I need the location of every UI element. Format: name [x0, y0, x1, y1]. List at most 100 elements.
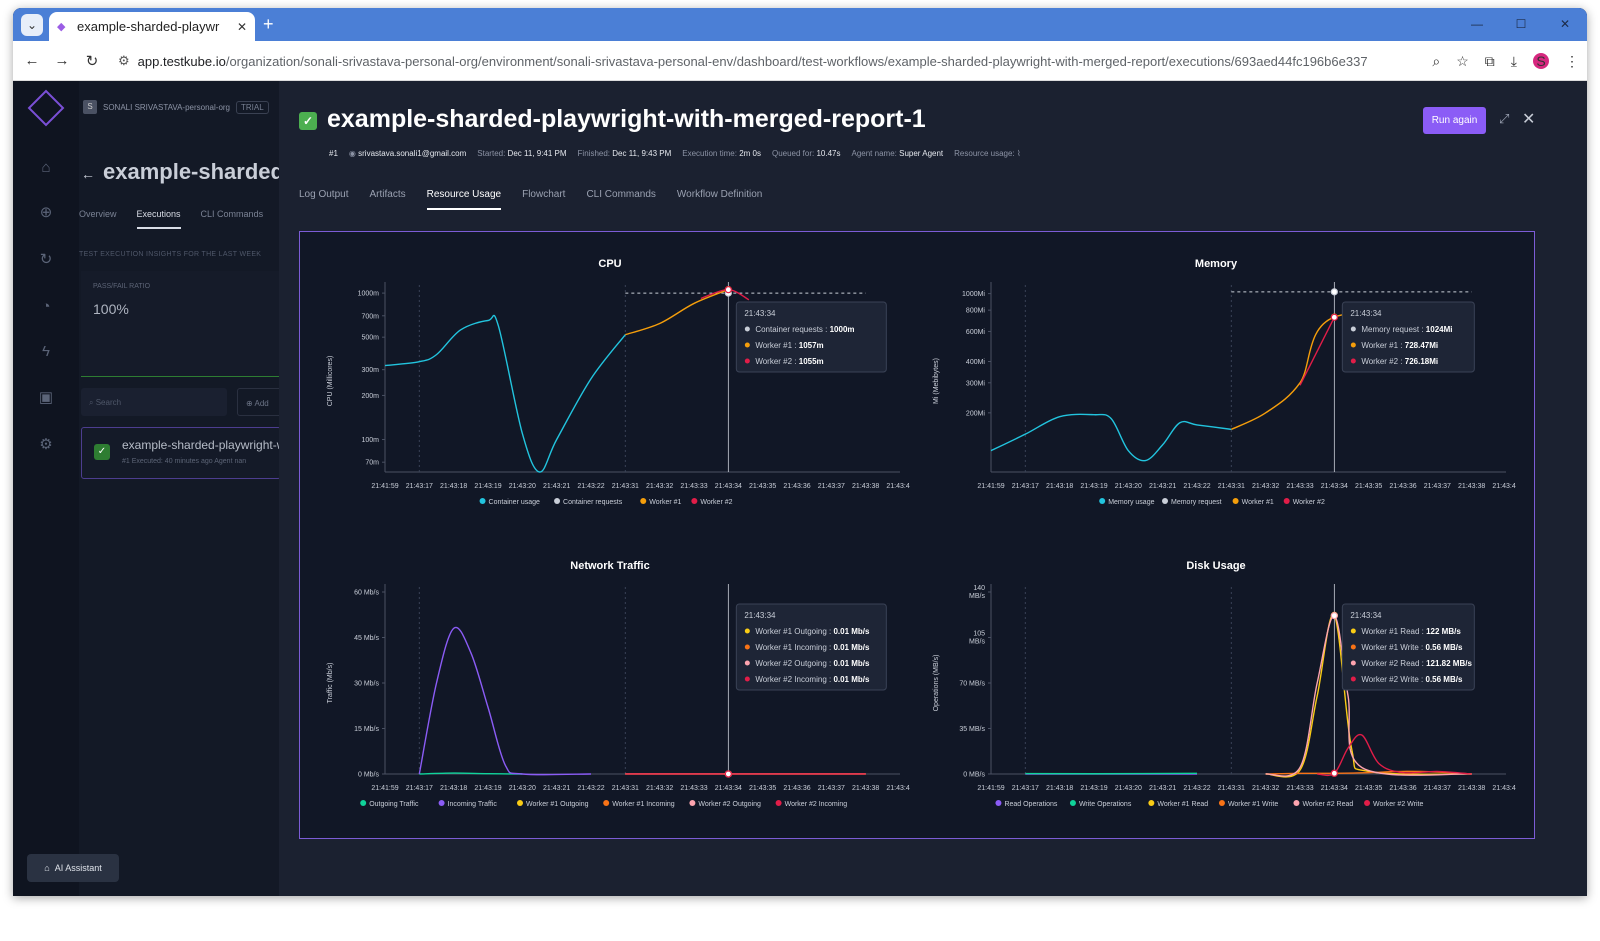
- close-window-icon[interactable]: ✕: [1559, 17, 1571, 31]
- y-tick-label: 1000m: [358, 291, 380, 298]
- execution-name: example-sharded-playwright-w: [122, 438, 286, 452]
- new-tab-icon[interactable]: +: [263, 14, 274, 34]
- home-icon[interactable]: ⌂: [41, 159, 51, 176]
- x-tick-label: 21:43:22: [1183, 483, 1210, 490]
- add-label: Add: [254, 399, 269, 408]
- tooltip-value: 122 MB/s: [1426, 627, 1461, 636]
- site-info-icon[interactable]: ⚙: [118, 53, 130, 68]
- test-workflows-icon[interactable]: ⊕: [39, 204, 53, 221]
- zoom-icon[interactable]: ⌕: [1432, 52, 1441, 69]
- legend-swatch-memory-request: [1162, 498, 1168, 504]
- tooltip-value: 0.56 MB/s: [1426, 643, 1463, 652]
- tab-resource-usage[interactable]: Resource Usage: [426, 189, 502, 210]
- tab-overview[interactable]: Overview: [79, 209, 117, 219]
- legend-item-worker-1: Worker #1: [1242, 499, 1274, 506]
- x-tick-label: 21:43:38: [852, 785, 879, 792]
- x-tick-label: 21:43:34: [1321, 785, 1348, 792]
- legend-swatch-worker-2: [691, 498, 698, 504]
- x-tick-label: 21:43:22: [577, 785, 604, 792]
- legend-swatch-read-operations: [995, 800, 1002, 806]
- y-tick-label: 600Mi: [966, 329, 986, 336]
- download-icon[interactable]: ⤓: [1510, 52, 1517, 69]
- hover-point: [1330, 769, 1338, 777]
- bookmark-star-icon[interactable]: ☆: [1456, 52, 1469, 69]
- tooltip-label: Memory request : 1024Mi: [1361, 325, 1452, 334]
- tooltip-time: 21:43:34: [744, 611, 776, 620]
- tab-cli-commands[interactable]: CLI Commands: [586, 189, 656, 200]
- org-switcher[interactable]: S SONALI SRIVASTAVA-personal-org TRIAL: [83, 100, 269, 114]
- url-field[interactable]: ⚙ app.testkube.io/organization/sonali-sr…: [118, 48, 1367, 74]
- tooltip-label: Container requests : 1000m: [755, 325, 854, 334]
- x-tick-label: 21:43:17: [1012, 483, 1039, 490]
- resource-usage-charts: CPU CPU (Millicores) 1000m 700m 500m 300m 200m…: [299, 231, 1535, 839]
- tab-search-icon[interactable]: ⌄: [21, 14, 43, 36]
- ai-assistant-label: AI Assistant: [54, 863, 102, 873]
- y-tick-label: 300Mi: [966, 380, 986, 387]
- legend-swatch-worker-2: [1283, 498, 1290, 504]
- reload-icon[interactable]: ↻: [85, 52, 99, 70]
- memory-chart-svg: Memory Mi (Mebibytes) 1000Mi 800Mi 600Mi 400M…: [933, 258, 1516, 506]
- y-tick-label: 200m: [361, 393, 379, 400]
- tooltip-value: 726.18Mi: [1405, 357, 1438, 366]
- x-tick-label: 21:43:37: [818, 785, 845, 792]
- tooltip-label: Worker #2 Read : 121.82 MB/s: [1361, 659, 1472, 668]
- x-tick-label: 21:43:17: [406, 483, 433, 490]
- x-tick-label: 21:43:35: [749, 483, 776, 490]
- forward-icon[interactable]: →: [54, 52, 70, 69]
- sparkline-icon[interactable]: ⌇: [1016, 149, 1021, 158]
- tab-artifacts[interactable]: Artifacts: [369, 189, 406, 200]
- legend-item-worker-2-read: Worker #2 Read: [1302, 801, 1353, 808]
- tooltip-value: 121.82 MB/s: [1426, 659, 1472, 668]
- back-arrow-icon[interactable]: ←: [81, 166, 95, 182]
- x-tick-label: 21:43:38: [852, 483, 879, 490]
- x-tick-label: 21:43:31: [612, 785, 639, 792]
- tooltip-value: 1057m: [799, 341, 824, 350]
- y-tick-label-unit: MB/s: [969, 639, 985, 646]
- minimize-icon[interactable]: —: [1471, 17, 1483, 31]
- profile-avatar[interactable]: S: [1533, 53, 1549, 69]
- settings-icon[interactable]: ⚙: [39, 436, 53, 453]
- legend-item-write-operations: Write Operations: [1079, 801, 1132, 808]
- expand-icon[interactable]: ⤢: [1499, 111, 1510, 126]
- execution-list-item[interactable]: ✓ example-sharded-playwright-w #1 Execut…: [81, 427, 285, 479]
- y-tick-label: 35 MB/s: [959, 726, 985, 733]
- triggers-icon[interactable]: ϟ: [42, 343, 50, 360]
- x-tick-label: 21:43:17: [1012, 785, 1039, 792]
- y-tick-label: 15 Mb/s: [354, 726, 379, 733]
- browser-tab[interactable]: ◆ example-sharded-playwr ✕: [49, 12, 255, 41]
- nav-rail: ⌂ ⊕ ↻ ◔ ϟ ▣ ⚙: [13, 81, 79, 896]
- x-tick-label: 21:43:34: [1321, 483, 1348, 490]
- x-tick-label: 21:43:35: [1355, 483, 1382, 490]
- maximize-icon[interactable]: ☐: [1515, 17, 1527, 31]
- tab-title: example-sharded-playwr: [77, 19, 220, 34]
- x-tick-label: 21:41:59: [371, 785, 398, 792]
- close-icon[interactable]: ✕: [1522, 111, 1536, 128]
- tooltip-value: 728.47Mi: [1405, 341, 1438, 350]
- resource-usage-meta: Resource usage: ⌇: [954, 149, 1021, 158]
- run-again-button[interactable]: Run again: [1423, 107, 1486, 134]
- ai-assistant-button[interactable]: ⌂ AI Assistant: [27, 854, 119, 882]
- back-icon[interactable]: ←: [24, 52, 40, 69]
- search-input[interactable]: ⌕ Search: [81, 388, 227, 416]
- background-panel: [79, 81, 279, 896]
- tooltip-value: 0.01 Mb/s: [833, 643, 870, 652]
- analytics-icon[interactable]: ◔: [41, 298, 51, 315]
- tab-executions[interactable]: Executions: [136, 209, 181, 229]
- browser-menu-icon[interactable]: ⋮: [1565, 52, 1579, 69]
- artifacts-icon[interactable]: ▣: [38, 389, 54, 406]
- x-tick-label: 21:43:33: [1286, 483, 1313, 490]
- tab-flowchart[interactable]: Flowchart: [522, 189, 566, 200]
- robot-icon: ⌂: [44, 863, 50, 873]
- tooltip-time: 21:43:34: [744, 309, 776, 318]
- close-tab-icon[interactable]: ✕: [236, 19, 247, 34]
- tab-log-output[interactable]: Log Output: [299, 189, 349, 200]
- tab-cli-commands[interactable]: CLI Commands: [200, 209, 264, 219]
- tooltip-value: 1024Mi: [1426, 325, 1453, 334]
- extensions-icon[interactable]: ⧉: [1484, 52, 1495, 69]
- testkube-logo-icon[interactable]: [27, 89, 65, 127]
- legend-swatch-worker-1-incoming: [603, 800, 610, 806]
- tab-workflow-definition[interactable]: Workflow Definition: [676, 189, 763, 200]
- series-line-worker-2: [1299, 317, 1335, 386]
- disk-usage-chart: Disk Usage Operations (MB/s) 140 MB/s 105 MB/…: [916, 542, 1516, 842]
- executions-icon[interactable]: ↻: [39, 251, 53, 268]
